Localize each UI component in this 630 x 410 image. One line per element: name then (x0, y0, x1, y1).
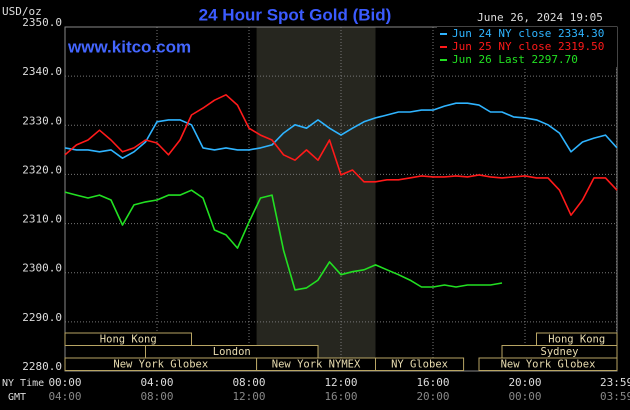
x2-tick-label: 03:59 (600, 390, 630, 403)
session-label: London (213, 346, 251, 358)
session-shade (256, 27, 376, 371)
x2-tick-label: 04:00 (48, 390, 81, 403)
legend-label: Jun 26 Last 2297.70 (452, 53, 578, 66)
x-tick-label: 12:00 (324, 376, 357, 389)
x2-axis-label: GMT (8, 392, 26, 403)
session-label: Hong Kong (548, 334, 605, 346)
session-label: Sydney (541, 346, 579, 358)
x-tick-label: 04:00 (140, 376, 173, 389)
legend-box (437, 27, 617, 67)
x-tick-label: 16:00 (416, 376, 449, 389)
y-tick-label: 2330.0 (22, 114, 62, 127)
x2-tick-label: 00:00 (508, 390, 541, 403)
session-bar (478, 357, 618, 371)
watermark: www.kitco.com (67, 37, 191, 56)
x-tick-label: 08:00 (232, 376, 265, 389)
x-tick-label: 00:00 (48, 376, 81, 389)
session-label: Hong Kong (100, 334, 157, 346)
series-line (64, 94, 618, 216)
session-bar (375, 357, 465, 371)
series-line (64, 189, 503, 291)
x2-tick-label: 16:00 (324, 390, 357, 403)
x2-tick-label: 08:00 (140, 390, 173, 403)
x-tick-label: 23:59 (600, 376, 630, 389)
y-tick-label: 2280.0 (22, 360, 62, 373)
y-tick-label: 2290.0 (22, 311, 62, 324)
legend-label: Jun 25 NY close 2319.50 (452, 40, 604, 53)
y-axis-label: USD/oz (2, 5, 42, 18)
y-tick-label: 2320.0 (22, 163, 62, 176)
session-label: New York Globex (501, 359, 596, 371)
x-axis-label: NY Time (2, 378, 44, 389)
chart-date: June 26, 2024 19:05 (477, 11, 603, 24)
chart-title: 24 Hour Spot Gold (Bid) (199, 5, 392, 24)
y-tick-label: 2310.0 (22, 213, 62, 226)
legend-label: Jun 24 NY close 2334.30 (452, 27, 604, 40)
series-line (64, 102, 618, 159)
session-label: NY Globex (391, 359, 448, 371)
y-tick-label: 2340.0 (22, 65, 62, 78)
x2-tick-label: 12:00 (232, 390, 265, 403)
session-label: New York NYMEX (272, 359, 361, 371)
session-label: New York Globex (113, 359, 208, 371)
x-tick-label: 20:00 (508, 376, 541, 389)
session-bar (64, 332, 192, 346)
y-tick-label: 2350.0 (22, 16, 62, 29)
x2-tick-label: 20:00 (416, 390, 449, 403)
y-tick-label: 2300.0 (22, 262, 62, 275)
